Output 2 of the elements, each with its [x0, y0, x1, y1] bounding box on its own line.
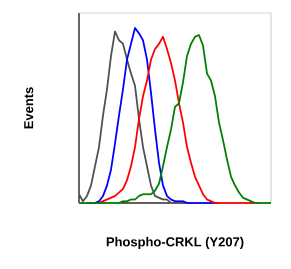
x-axis-title: Phospho-CRKL (Y207) — [106, 236, 244, 249]
y-axis-title: Events — [24, 87, 34, 128]
